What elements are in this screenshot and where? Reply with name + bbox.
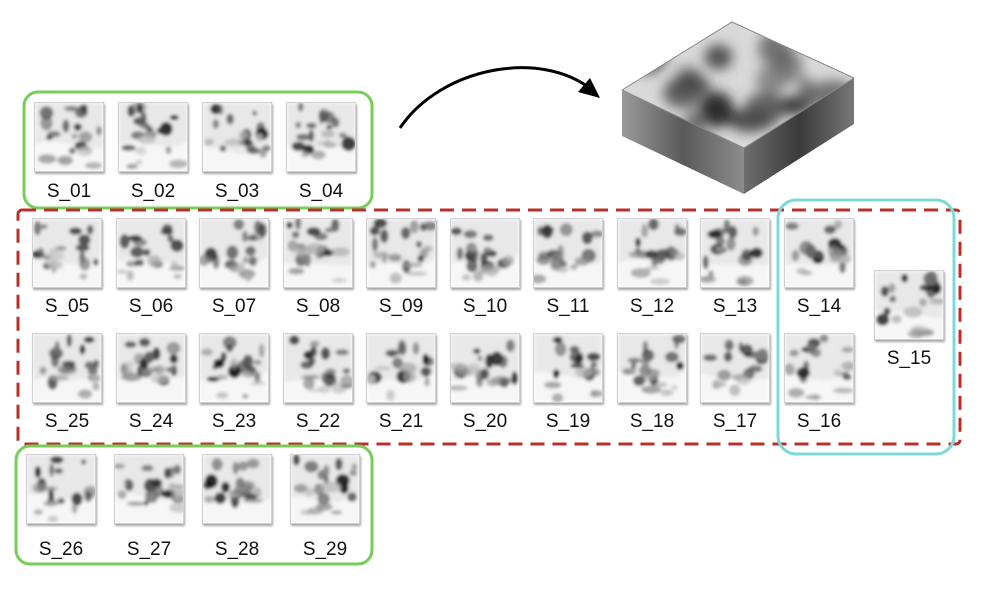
slice-thumbnail (283, 333, 353, 403)
slice-thumbnail (199, 333, 269, 403)
slice-thumbnail (617, 218, 687, 288)
slice-thumbnail (700, 218, 770, 288)
arrowhead-icon (578, 78, 600, 98)
slice-label: S_18 (629, 411, 675, 432)
slice-thumbnail (116, 333, 186, 403)
slice-label: S_05 (44, 296, 90, 317)
slice-thumbnail (199, 218, 269, 288)
slice-thumbnail (290, 454, 360, 524)
slice-thumbnail (32, 333, 102, 403)
slice-label: S_03 (214, 181, 260, 202)
red-dashed-group (16, 208, 962, 446)
slice-thumbnail (700, 333, 770, 403)
cyan-group (776, 198, 956, 456)
slice-label: S_11 (546, 296, 590, 317)
slice-label: S_25 (44, 411, 90, 432)
slice-label: S_19 (545, 411, 591, 432)
slice-label: S_23 (211, 411, 257, 432)
slice-label: S_16 (796, 411, 842, 432)
slice-thumbnail (116, 218, 186, 288)
slice-label: S_09 (378, 296, 424, 317)
slice-label: S_08 (295, 296, 341, 317)
slice-thumbnail (450, 333, 520, 403)
slice-thumbnail (366, 218, 436, 288)
slice-label: S_21 (378, 411, 424, 432)
slice-thumbnail (784, 333, 854, 403)
slice-label: S_15 (886, 348, 932, 369)
slice-thumbnail (118, 102, 188, 172)
slice-thumbnail (784, 218, 854, 288)
slice-label: S_13 (712, 296, 758, 317)
slice-thumbnail (34, 102, 104, 172)
green-group-top (22, 90, 374, 210)
slice-thumbnail (26, 454, 96, 524)
slice-label: S_27 (126, 539, 172, 560)
slice-thumbnail (202, 454, 272, 524)
curved-arrow-icon (398, 66, 593, 129)
slice-label: S_06 (128, 296, 174, 317)
slice-thumbnail (366, 333, 436, 403)
slice-label: S_24 (128, 411, 174, 432)
slice-label: S_12 (629, 296, 675, 317)
slice-thumbnail (450, 218, 520, 288)
slice-label: S_22 (295, 411, 341, 432)
slice-thumbnail (32, 218, 102, 288)
slice-thumbnail (617, 333, 687, 403)
slice-thumbnail (533, 218, 603, 288)
slice-thumbnail (874, 270, 944, 340)
slice-thumbnail (533, 333, 603, 403)
slice-label: S_20 (462, 411, 508, 432)
slice-label: S_28 (214, 539, 260, 560)
slice-label: S_07 (211, 296, 257, 317)
slice-label: S_04 (298, 181, 344, 202)
slice-label: S_10 (462, 296, 508, 317)
slice-thumbnail (202, 102, 272, 172)
slice-thumbnail (286, 102, 356, 172)
3d-volume-block-icon (612, 8, 864, 194)
green-group-bottom (14, 444, 374, 566)
slice-label: S_17 (712, 411, 758, 432)
slice-thumbnail (114, 454, 184, 524)
slice-label: S_29 (302, 539, 348, 560)
slice-label: S_26 (38, 539, 84, 560)
slice-label: S_01 (46, 181, 92, 202)
slice-thumbnail (283, 218, 353, 288)
slice-label: S_14 (796, 296, 842, 317)
slice-label: S_02 (130, 181, 176, 202)
